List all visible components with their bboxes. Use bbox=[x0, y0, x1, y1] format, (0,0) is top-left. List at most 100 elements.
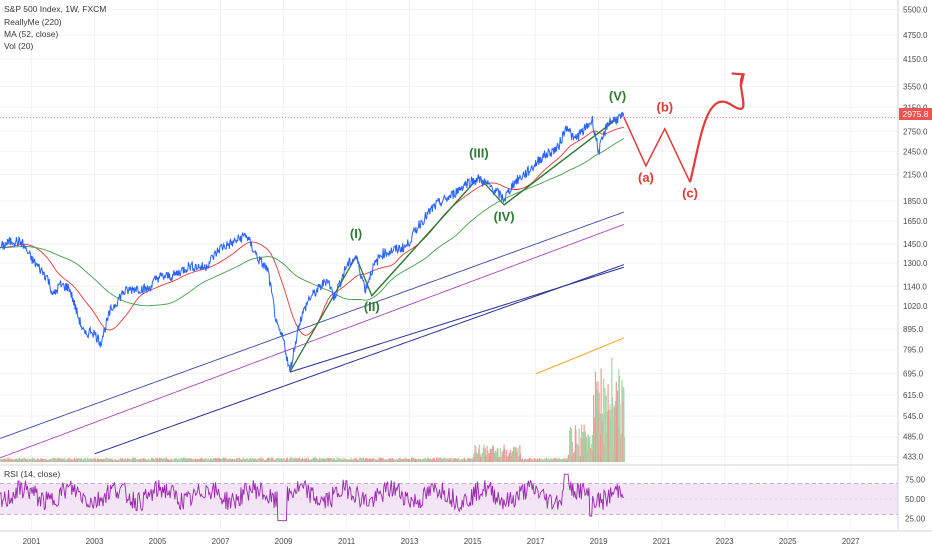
volume-bar bbox=[195, 459, 197, 462]
volume-bar bbox=[190, 458, 192, 462]
volume-bar bbox=[468, 458, 470, 462]
volume-bar bbox=[214, 457, 216, 462]
indicator-volume[interactable]: Vol (20) bbox=[4, 41, 34, 51]
volume-bar bbox=[192, 460, 195, 462]
volume-bar bbox=[483, 444, 485, 462]
volume-bar bbox=[417, 460, 419, 462]
volume-bar bbox=[339, 458, 341, 462]
volume-bar bbox=[138, 460, 140, 462]
volume-bar bbox=[393, 459, 396, 462]
indicator-ma[interactable]: MA (52, close) bbox=[4, 29, 59, 39]
volume-bar bbox=[383, 460, 385, 462]
volume-bar bbox=[284, 460, 286, 462]
volume-bar bbox=[347, 460, 350, 462]
volume-bar bbox=[434, 459, 437, 462]
volume-bar bbox=[315, 458, 317, 462]
volume-bar bbox=[31, 460, 33, 462]
volume-bar bbox=[431, 459, 433, 462]
volume-bar bbox=[314, 457, 316, 462]
volume-bar bbox=[216, 457, 218, 462]
volume-bar bbox=[437, 457, 439, 462]
volume-bar bbox=[356, 458, 358, 462]
ma-line-blue bbox=[0, 211, 625, 439]
volume-bar bbox=[420, 458, 422, 462]
volume-bar bbox=[100, 458, 103, 462]
volume-bar bbox=[158, 459, 160, 462]
volume-bar bbox=[236, 458, 239, 462]
volume-bar bbox=[409, 460, 411, 462]
volume-bar bbox=[539, 460, 541, 462]
volume-bar bbox=[387, 460, 389, 462]
volume-bar bbox=[44, 459, 46, 462]
volume-bar bbox=[504, 455, 506, 462]
volume-bar bbox=[427, 457, 429, 462]
volume-bar bbox=[54, 459, 56, 462]
price-tick-label: 1850.0 bbox=[903, 197, 928, 206]
volume-bar bbox=[242, 457, 244, 462]
volume-bar bbox=[411, 457, 413, 462]
volume-bar bbox=[177, 460, 179, 462]
volume-bar bbox=[585, 436, 587, 462]
volume-bar bbox=[414, 458, 416, 462]
volume-bar bbox=[120, 459, 122, 462]
volume-bar bbox=[455, 460, 457, 462]
volume-bar bbox=[406, 458, 408, 462]
volume-bar bbox=[475, 451, 477, 462]
price-axis-bg bbox=[898, 0, 932, 550]
volume-bar bbox=[25, 459, 28, 462]
volume-bar bbox=[35, 460, 38, 462]
volume-bar bbox=[277, 457, 280, 462]
volume-bar bbox=[489, 448, 491, 462]
indicator-rsi[interactable]: RSI (14, close) bbox=[4, 469, 61, 479]
volume-bar bbox=[344, 459, 346, 462]
volume-bar bbox=[162, 458, 164, 462]
volume-bar bbox=[307, 457, 309, 462]
volume-bar bbox=[596, 417, 598, 462]
volume-bar bbox=[448, 460, 450, 462]
volume-bar bbox=[472, 460, 474, 462]
volume-bar bbox=[146, 460, 149, 462]
volume-bar bbox=[473, 456, 476, 462]
volume-bar bbox=[509, 452, 511, 462]
volume-bar bbox=[206, 459, 208, 462]
volume-bar bbox=[603, 443, 605, 462]
volume-bar bbox=[217, 460, 219, 462]
volume-bar bbox=[618, 375, 621, 462]
volume-bar bbox=[564, 459, 566, 462]
volume-bar bbox=[623, 437, 626, 462]
volume-bar bbox=[373, 457, 375, 462]
volume-bar bbox=[262, 460, 264, 462]
volume-bar bbox=[350, 457, 352, 462]
volume-bar bbox=[261, 458, 263, 462]
price-tick-label: 615.0 bbox=[903, 391, 924, 400]
indicator-reallyme[interactable]: ReallyMe (220) bbox=[4, 17, 62, 27]
volume-bar bbox=[197, 458, 199, 462]
volume-bar bbox=[11, 458, 13, 462]
volume-bar bbox=[605, 395, 607, 462]
volume-bar bbox=[1, 460, 4, 462]
volume-bar bbox=[453, 458, 455, 462]
volume-bar bbox=[270, 459, 272, 462]
volume-bar bbox=[201, 459, 203, 462]
current-price-tag: 2975.8 bbox=[899, 108, 932, 120]
volume-bar bbox=[167, 459, 169, 462]
volume-bar bbox=[321, 460, 323, 462]
time-tick-label: 2011 bbox=[338, 537, 356, 546]
volume-bar bbox=[66, 459, 68, 462]
volume-bar bbox=[441, 459, 443, 462]
volume-bar bbox=[77, 459, 79, 462]
volume-bar bbox=[264, 460, 266, 462]
volume-bar bbox=[299, 459, 302, 462]
volume-bar bbox=[252, 459, 254, 462]
volume-bar bbox=[122, 459, 125, 462]
volume-bar bbox=[346, 459, 348, 462]
volume-bar bbox=[46, 459, 48, 462]
volume-bar bbox=[276, 458, 278, 462]
volume-bar bbox=[240, 459, 242, 462]
volume-bar bbox=[228, 459, 230, 462]
volume-bar bbox=[122, 458, 124, 462]
volume-bar bbox=[396, 458, 398, 462]
volume-bar bbox=[189, 459, 191, 462]
volume-bar bbox=[154, 458, 156, 462]
volume-bar bbox=[176, 459, 178, 462]
